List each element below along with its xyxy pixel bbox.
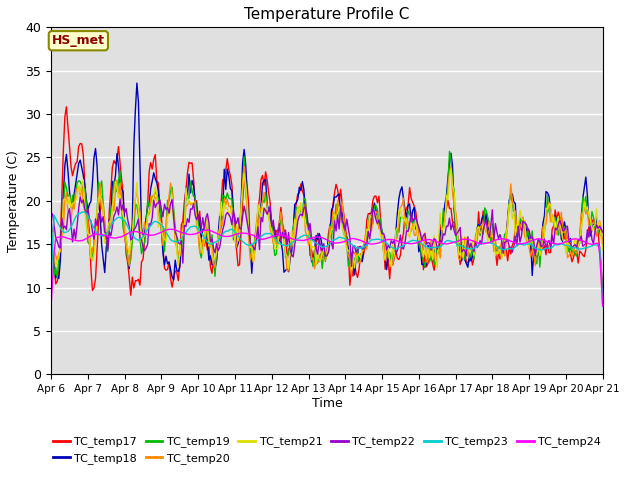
TC_temp24 <box>599 303 607 309</box>
Line: TC_temp18: TC_temp18 <box>51 83 603 280</box>
TC_temp19 <box>363 228 371 234</box>
TC_temp20 <box>534 239 542 245</box>
TC_temp21 <box>150 192 157 198</box>
TC_temp19 <box>445 148 453 154</box>
TC_temp18 <box>47 215 55 221</box>
TC_temp22 <box>348 264 355 269</box>
TC_temp23 <box>599 303 607 309</box>
TC_temp18 <box>133 80 141 86</box>
TC_temp18 <box>364 228 372 234</box>
TC_temp21 <box>447 166 455 171</box>
TC_temp17 <box>599 285 607 290</box>
Line: TC_temp19: TC_temp19 <box>51 151 603 278</box>
TC_temp17 <box>127 292 134 298</box>
Y-axis label: Temperature (C): Temperature (C) <box>7 150 20 252</box>
TC_temp22 <box>47 210 55 216</box>
TC_temp21 <box>348 266 355 272</box>
TC_temp20 <box>599 242 607 248</box>
TC_temp23 <box>533 246 541 252</box>
Line: TC_temp20: TC_temp20 <box>51 166 603 275</box>
TC_temp17 <box>395 257 403 263</box>
Line: TC_temp17: TC_temp17 <box>51 107 603 295</box>
TC_temp17 <box>153 178 161 183</box>
TC_temp24 <box>150 232 157 238</box>
TC_temp20 <box>348 272 355 278</box>
TC_temp23 <box>47 290 55 296</box>
Text: HS_met: HS_met <box>52 34 105 47</box>
TC_temp18 <box>63 152 70 157</box>
TC_temp17 <box>63 104 70 110</box>
TC_temp22 <box>63 227 70 232</box>
TC_temp18 <box>395 196 403 202</box>
TC_temp18 <box>599 228 607 234</box>
X-axis label: Time: Time <box>312 397 342 410</box>
TC_temp17 <box>534 250 542 256</box>
TC_temp20 <box>150 192 157 198</box>
TC_temp20 <box>364 228 372 233</box>
TC_temp17 <box>47 222 55 228</box>
TC_temp24 <box>165 227 173 232</box>
TC_temp21 <box>381 257 389 263</box>
TC_temp23 <box>363 242 371 248</box>
Line: TC_temp22: TC_temp22 <box>51 197 603 266</box>
TC_temp21 <box>534 241 542 247</box>
TC_temp17 <box>383 244 390 250</box>
TC_temp21 <box>599 247 607 252</box>
TC_temp24 <box>63 235 70 240</box>
TC_temp22 <box>76 194 84 200</box>
TC_temp23 <box>381 239 389 245</box>
TC_temp23 <box>81 209 89 215</box>
TC_temp23 <box>394 246 401 252</box>
TC_temp24 <box>533 236 541 242</box>
TC_temp19 <box>64 193 72 199</box>
TC_temp24 <box>394 238 401 244</box>
TC_temp19 <box>152 189 159 194</box>
TC_temp17 <box>364 211 372 216</box>
TC_temp18 <box>152 176 159 182</box>
Line: TC_temp21: TC_temp21 <box>51 168 603 269</box>
TC_temp24 <box>381 237 389 243</box>
TC_temp21 <box>63 199 70 205</box>
TC_temp24 <box>363 240 371 246</box>
TC_temp18 <box>383 267 390 273</box>
Line: TC_temp24: TC_temp24 <box>51 229 603 307</box>
TC_temp20 <box>395 214 403 220</box>
TC_temp21 <box>47 229 55 235</box>
TC_temp23 <box>63 229 70 235</box>
TC_temp22 <box>383 247 390 253</box>
TC_temp22 <box>395 240 403 246</box>
TC_temp24 <box>47 304 55 310</box>
TC_temp22 <box>152 204 159 210</box>
TC_temp22 <box>534 236 542 242</box>
TC_temp19 <box>394 225 401 231</box>
TC_temp20 <box>383 244 390 250</box>
Line: TC_temp23: TC_temp23 <box>51 212 603 306</box>
TC_temp21 <box>363 226 371 232</box>
Title: Temperature Profile C: Temperature Profile C <box>244 7 410 22</box>
TC_temp20 <box>47 225 55 230</box>
TC_temp18 <box>170 277 177 283</box>
TC_temp19 <box>47 233 55 239</box>
TC_temp23 <box>152 218 159 224</box>
TC_temp19 <box>599 238 607 243</box>
TC_temp22 <box>364 228 372 234</box>
Legend: TC_temp17, TC_temp18, TC_temp19, TC_temp20, TC_temp21, TC_temp22, TC_temp23, TC_: TC_temp17, TC_temp18, TC_temp19, TC_temp… <box>49 432 605 468</box>
TC_temp17 <box>64 125 72 131</box>
TC_temp19 <box>534 239 542 245</box>
TC_temp18 <box>534 250 542 256</box>
TC_temp21 <box>394 225 401 231</box>
TC_temp22 <box>599 229 607 235</box>
TC_temp20 <box>240 163 248 169</box>
TC_temp19 <box>381 251 389 257</box>
TC_temp19 <box>53 275 61 281</box>
TC_temp20 <box>63 190 70 195</box>
